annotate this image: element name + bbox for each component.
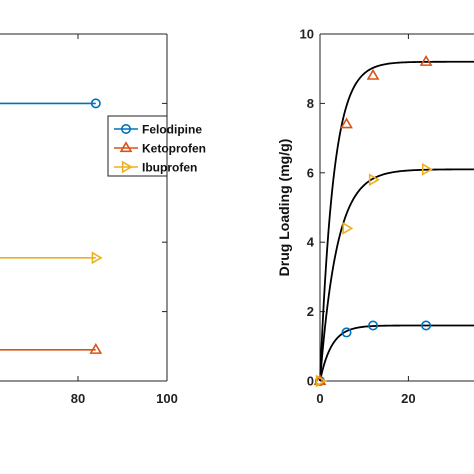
right-y-tick-label: 0 <box>307 374 314 389</box>
right-point-ibuprofen <box>342 221 354 235</box>
legend-marker-ketoprofen <box>119 141 133 153</box>
right-point-ketoprofen <box>419 54 433 66</box>
right-point-ibuprofen <box>315 374 327 388</box>
legend-label-felodipine: Felodipine <box>142 123 202 137</box>
left-x-tick-label: 100 <box>156 391 178 406</box>
left-chart: 80 100 <box>0 33 178 406</box>
right-x-tick-label: 0 <box>316 391 323 406</box>
right-point-felodipine <box>368 320 379 331</box>
left-series-marker-felodipine <box>90 98 101 109</box>
left-x-tick-label: 80 <box>71 391 85 406</box>
right-y-tick-label: 4 <box>307 235 315 250</box>
right-fit-curve-ketoprofen <box>319 60 474 382</box>
right-point-ibuprofen <box>421 162 433 176</box>
legend-box <box>107 115 168 177</box>
legend-marker-ibuprofen <box>121 160 133 174</box>
right-fit-curve-ibuprofen <box>319 168 474 382</box>
left-series-marker-ketoprofen <box>89 342 103 354</box>
right-point-ibuprofen <box>368 173 380 187</box>
right-y-tick-label: 10 <box>300 27 314 42</box>
right-point-felodipine <box>341 327 352 338</box>
right-y-tick-label: 6 <box>307 165 314 180</box>
legend-label-ibuprofen: Ibuprofen <box>142 161 197 175</box>
right-chart: 0 2 4 6 8 10 0 20 Drug Loading (mg/g) <box>276 27 474 406</box>
right-point-ketoprofen <box>366 68 380 80</box>
right-x-tick-label: 20 <box>401 391 415 406</box>
right-y-tick-label: 2 <box>307 304 314 319</box>
right-fit-curve-felodipine <box>319 324 474 382</box>
right-y-tick-label: 8 <box>307 96 314 111</box>
right-point-felodipine <box>421 320 432 331</box>
right-y-axis-label: Drug Loading (mg/g) <box>276 139 292 277</box>
legend: Felodipine Ketoprofen Ibuprofen <box>107 115 206 177</box>
legend-label-ketoprofen: Ketoprofen <box>142 142 206 156</box>
left-series-marker-ibuprofen <box>91 251 103 265</box>
right-point-ketoprofen <box>340 117 353 129</box>
legend-marker-felodipine <box>121 124 132 135</box>
